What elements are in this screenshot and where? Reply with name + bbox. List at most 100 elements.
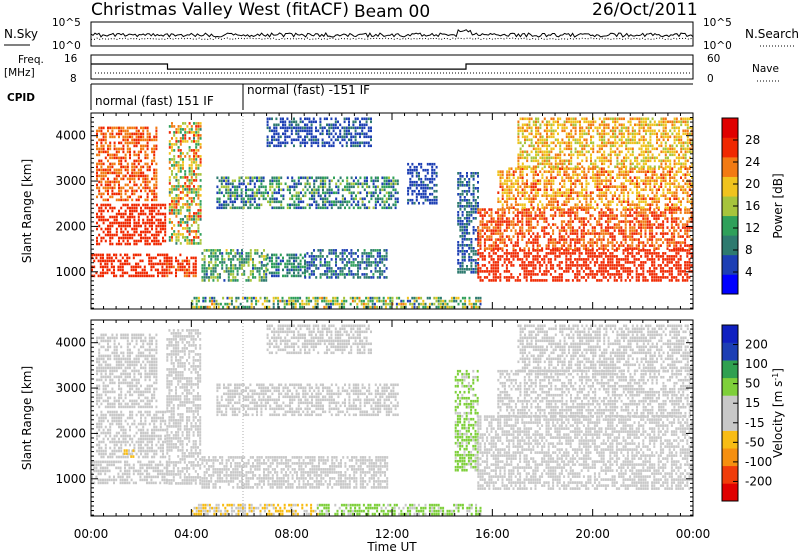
echo-cell — [602, 229, 605, 232]
echo-cell — [560, 220, 563, 223]
echo-cell — [651, 241, 654, 244]
echo-cell — [115, 156, 118, 160]
echo-cell — [212, 273, 215, 276]
echo-cell — [118, 236, 120, 240]
echo-cell — [170, 271, 173, 275]
echo-cell — [433, 195, 436, 199]
echo-cell — [492, 276, 495, 279]
echo-cell — [497, 220, 500, 223]
echo-cell — [426, 183, 429, 187]
echo-cell — [335, 258, 337, 261]
echo-cell — [666, 276, 669, 279]
echo-cell — [313, 200, 316, 204]
echo-cell — [283, 299, 286, 303]
echo-cell — [315, 176, 318, 180]
echo-cell — [124, 141, 127, 145]
echo-cell — [102, 138, 105, 142]
echo-cell — [431, 302, 434, 306]
echo-cell — [569, 211, 572, 214]
echo-cell — [330, 138, 333, 142]
echo-cell — [356, 141, 359, 145]
echo-cell — [155, 177, 158, 181]
echo-cell — [679, 247, 682, 250]
echo-cell — [151, 218, 153, 222]
echo-cell — [235, 305, 238, 309]
echo-cell — [315, 188, 318, 192]
echo-cell — [604, 247, 607, 250]
echo-cell — [541, 273, 544, 276]
echo-cell — [385, 255, 388, 258]
echo-cell — [521, 226, 524, 229]
echo-cell — [459, 208, 462, 211]
echo-cell — [474, 268, 477, 271]
echo-cell — [501, 241, 504, 244]
echo-cell — [182, 128, 184, 131]
echo-cell — [560, 261, 563, 264]
echo-cell — [483, 270, 486, 273]
echo-cell — [118, 135, 120, 139]
echo-cell — [352, 258, 355, 261]
echo-cell — [236, 206, 239, 210]
echo-cell — [666, 217, 669, 220]
echo-cell — [648, 238, 651, 241]
echo-cell — [334, 120, 337, 124]
echo-cell — [179, 155, 182, 158]
echo-cell — [497, 270, 500, 273]
echo-cell — [184, 170, 187, 173]
echo-cell — [279, 144, 282, 148]
echo-cell — [126, 135, 129, 139]
echo-cell — [152, 256, 155, 260]
echo-cell — [264, 188, 267, 192]
echo-cell — [341, 203, 344, 207]
echo-cell — [413, 189, 416, 193]
echo-cell — [558, 261, 561, 264]
echo-cell — [356, 126, 359, 130]
echo-cell — [260, 279, 263, 282]
echo-cell — [343, 302, 346, 306]
echo-cell — [648, 235, 651, 238]
echo-cell — [411, 305, 414, 309]
echo-cell — [439, 299, 442, 303]
echo-cell — [297, 274, 300, 278]
echo-cell — [523, 211, 526, 214]
echo-cell — [510, 264, 513, 267]
echo-cell — [236, 197, 239, 201]
echo-cell — [681, 270, 684, 273]
echo-cell — [295, 274, 298, 278]
echo-cell — [190, 176, 193, 179]
echo-cell — [370, 135, 372, 139]
echo-cell — [463, 256, 466, 259]
echo-cell — [135, 183, 138, 187]
echo-cell — [317, 176, 320, 180]
echo-cell — [655, 232, 658, 235]
echo-cell — [253, 200, 256, 204]
echo-cell — [385, 252, 388, 255]
echo-cell — [558, 276, 561, 279]
echo-cell — [470, 262, 473, 265]
echo-cell — [275, 206, 278, 210]
echo-cell — [371, 302, 374, 306]
echo-cell — [415, 198, 418, 202]
echo-cell — [126, 144, 129, 148]
echo-cell — [234, 200, 236, 204]
echo-cell — [273, 123, 276, 127]
echo-cell — [271, 179, 274, 183]
echo-cell — [107, 153, 109, 157]
echo-cell — [334, 126, 337, 130]
echo-cell — [629, 244, 632, 247]
echo-cell — [195, 164, 198, 167]
echo-cell — [442, 302, 445, 306]
echo-cell — [552, 279, 555, 282]
echo-cell — [130, 265, 133, 269]
echo-cell — [600, 252, 603, 255]
echo-cell — [673, 208, 676, 211]
echo-cell — [357, 255, 359, 258]
echo-cell — [681, 241, 684, 244]
echo-cell — [501, 220, 504, 223]
echo-cell — [132, 256, 135, 260]
echo-cell — [684, 232, 687, 235]
echo-cell — [215, 299, 218, 303]
echo-cell — [129, 141, 131, 145]
echo-cell — [607, 208, 610, 211]
echo-cell — [275, 200, 278, 204]
